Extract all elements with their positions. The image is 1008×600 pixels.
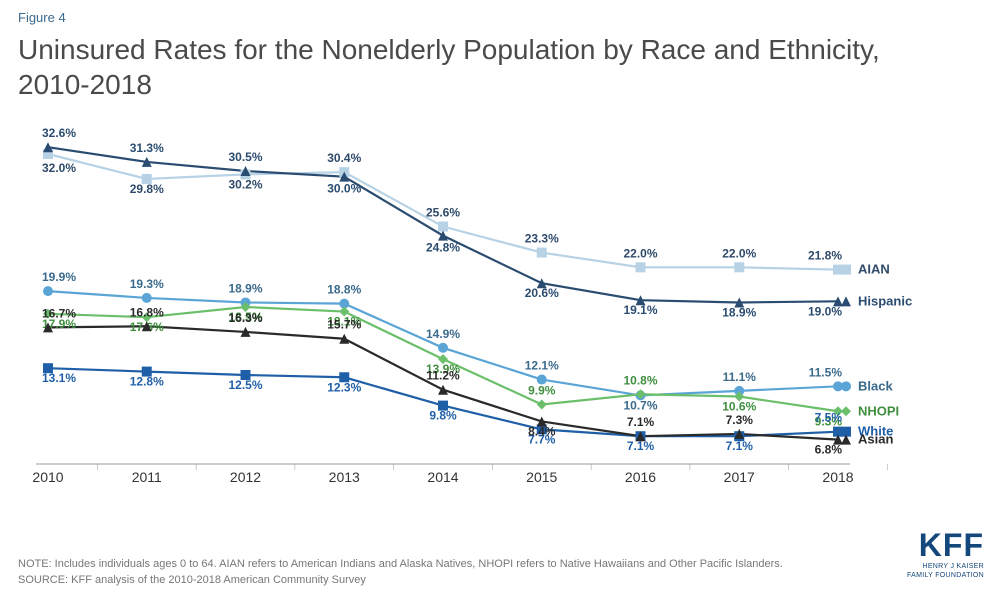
data-label: 31.3% xyxy=(130,141,164,155)
data-label: 18.9% xyxy=(722,305,756,319)
data-label: 19.3% xyxy=(130,277,164,291)
legend-label-nhopi: NHOPI xyxy=(858,403,899,418)
data-label: 30.4% xyxy=(327,151,361,165)
data-label: 9.9% xyxy=(528,383,556,397)
data-label: 22.0% xyxy=(623,246,657,260)
data-label: 12.3% xyxy=(327,380,361,394)
data-label: 32.6% xyxy=(42,126,76,140)
chart-area: 2010 2011 2012 2013 2014 2015 2016 2017 2018 32.0… xyxy=(18,120,918,500)
data-label: 7.1% xyxy=(627,439,655,453)
data-label: 15.7% xyxy=(327,318,361,332)
data-label: 19.1% xyxy=(623,303,657,317)
data-label: 30.2% xyxy=(228,177,262,191)
data-label: 11.5% xyxy=(809,365,843,379)
data-label: 19.9% xyxy=(42,270,76,284)
x-axis-label: 2011 xyxy=(132,469,162,485)
data-label: 7.3% xyxy=(726,413,754,427)
data-label: 11.1% xyxy=(723,370,757,384)
data-label: 10.6% xyxy=(722,400,756,414)
data-label: 10.7% xyxy=(623,398,657,412)
data-label: 30.5% xyxy=(228,150,262,164)
legend-label-hispanic: Hispanic xyxy=(858,293,912,308)
legend-label-black: Black xyxy=(858,378,893,393)
data-label: 25.6% xyxy=(426,206,460,220)
data-label: 10.8% xyxy=(623,373,657,387)
data-label: 30.0% xyxy=(327,182,361,196)
data-label: 9.8% xyxy=(429,409,457,423)
data-label: 12.8% xyxy=(130,375,164,389)
data-label: 7.1% xyxy=(726,439,754,453)
x-axis-label: 2018 xyxy=(822,469,853,485)
legend-label-aian: AIAN xyxy=(858,262,890,277)
data-label: 32.0% xyxy=(42,161,76,175)
data-label: 16.3% xyxy=(228,311,262,325)
data-label: 18.9% xyxy=(228,281,262,295)
data-label: 19.0% xyxy=(808,304,842,318)
kff-logo: KFF HENRY J KAISER FAMILY FOUNDATION xyxy=(907,529,984,580)
data-label: 16.8% xyxy=(130,305,164,319)
x-axis-label: 2016 xyxy=(625,469,656,485)
x-axis-label: 2013 xyxy=(329,469,360,485)
source-text: SOURCE: KFF analysis of the 2010-2018 Am… xyxy=(18,574,366,586)
logo-sub1: HENRY J KAISER xyxy=(907,563,984,571)
x-axis-label: 2015 xyxy=(526,469,557,485)
data-label: 21.8% xyxy=(808,249,842,263)
data-label: 29.8% xyxy=(130,182,164,196)
data-label: 6.8% xyxy=(815,443,843,457)
x-axis-label: 2014 xyxy=(427,469,458,485)
data-label: 16.7% xyxy=(42,306,76,320)
x-axis-label: 2010 xyxy=(32,469,63,485)
data-label: 8.4% xyxy=(528,424,556,438)
data-label: 7.1% xyxy=(627,415,655,429)
legend-label-asian: Asian xyxy=(858,432,893,447)
figure-label: Figure 4 xyxy=(18,10,66,25)
logo-text: KFF xyxy=(907,529,984,561)
data-label: 20.6% xyxy=(525,286,559,300)
x-axis-label: 2017 xyxy=(724,469,755,485)
chart-svg: 2010 2011 2012 2013 2014 2015 2016 2017 2018 32.0… xyxy=(18,120,918,500)
chart-title: Uninsured Rates for the Nonelderly Popul… xyxy=(18,32,928,102)
x-axis-label: 2012 xyxy=(230,469,261,485)
data-label: 14.9% xyxy=(426,327,460,341)
data-label: 13.1% xyxy=(42,371,76,385)
data-label: 11.2% xyxy=(426,369,460,383)
data-label: 23.3% xyxy=(525,232,559,246)
data-label: 12.5% xyxy=(228,378,262,392)
data-label: 12.1% xyxy=(525,359,559,373)
logo-sub2: FAMILY FOUNDATION xyxy=(907,572,984,580)
data-label: 18.8% xyxy=(327,283,361,297)
data-label: 7.5% xyxy=(815,411,843,425)
data-label: 24.8% xyxy=(426,241,460,255)
data-label: 22.0% xyxy=(722,246,756,260)
note-text: NOTE: Includes individuals ages 0 to 64.… xyxy=(18,558,783,570)
